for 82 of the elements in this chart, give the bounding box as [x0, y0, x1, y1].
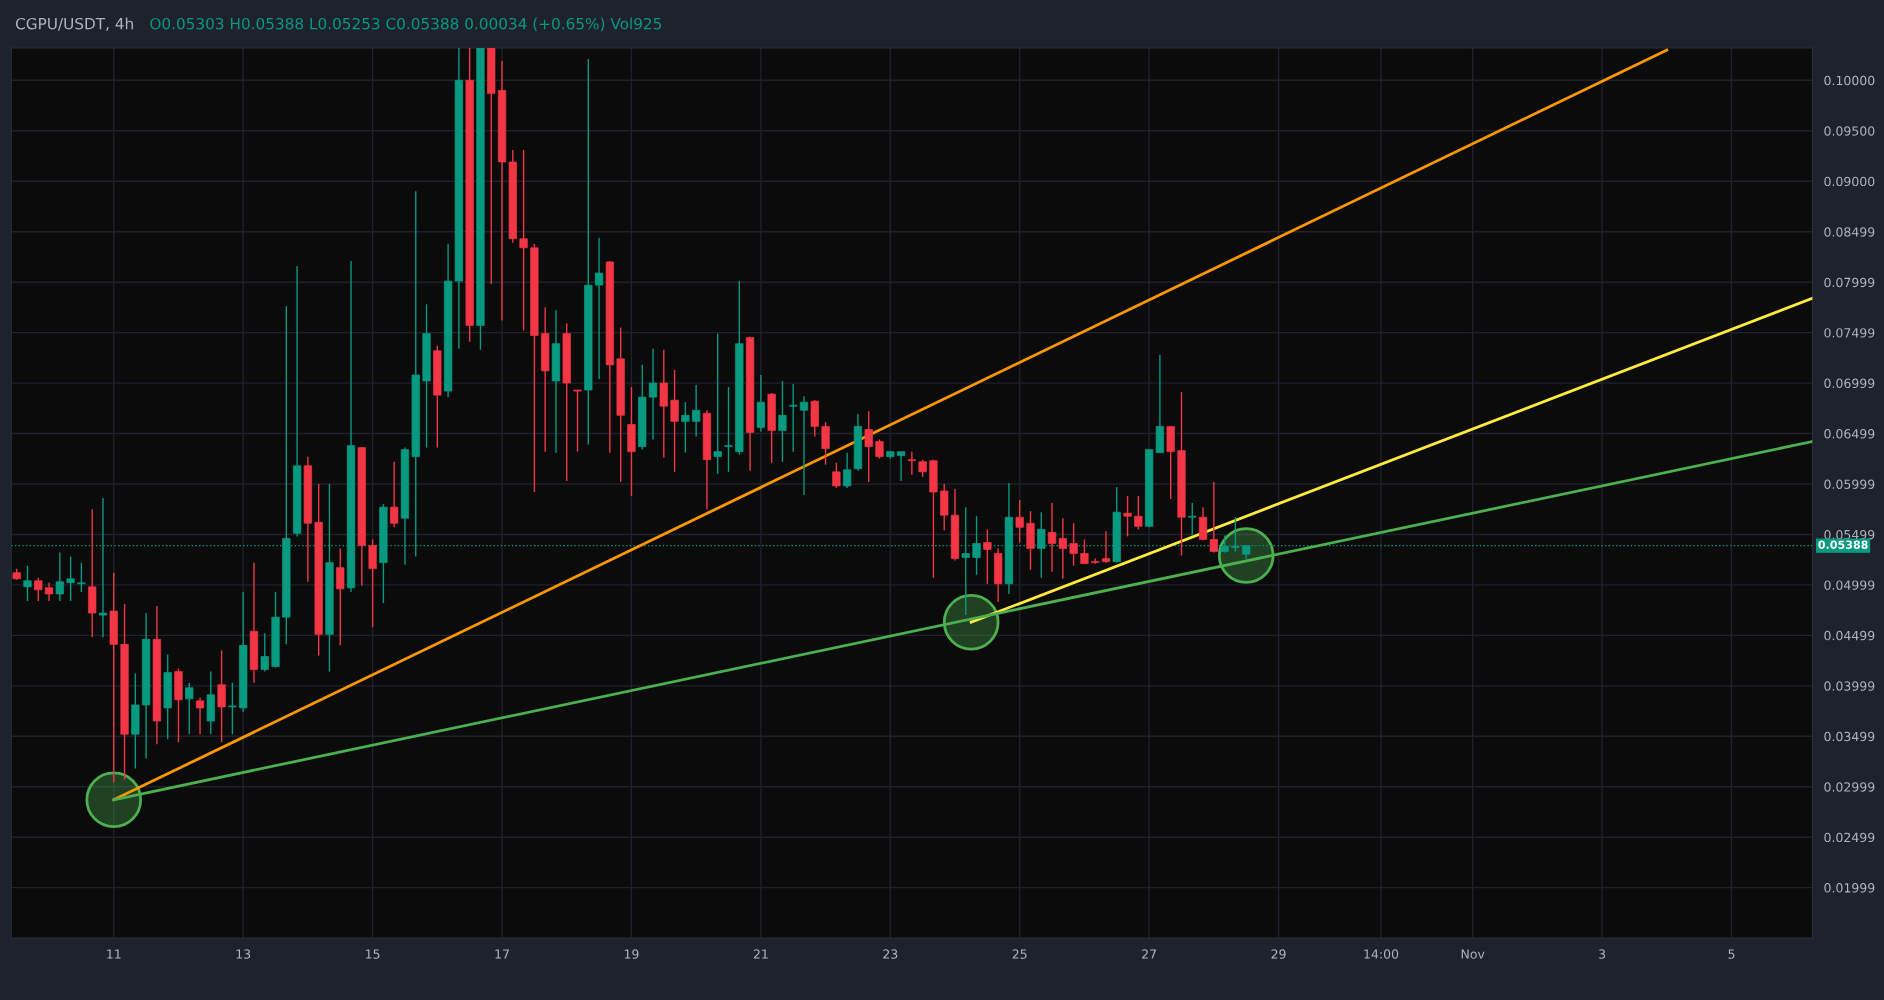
y-tick-label: 0.07999 — [1824, 277, 1875, 288]
candlestick — [23, 564, 32, 602]
y-tick-label: 0.05999 — [1824, 479, 1875, 489]
y-tick-label: 0.07499 — [1824, 328, 1875, 338]
candlestick — [648, 348, 658, 441]
x-tick-label: 11 — [107, 949, 121, 959]
candlestick — [77, 561, 86, 593]
candlestick — [1123, 495, 1132, 538]
candlestick — [1058, 517, 1067, 580]
candlestick — [519, 149, 528, 332]
text: O0.05303 H0.05388 L0.05253 C0.05388 0.00034 (+0.65%) Vol925 — [150, 17, 662, 32]
candlestick — [573, 389, 582, 453]
candlestick — [972, 515, 981, 576]
candlestick — [185, 682, 194, 735]
candlestick — [1047, 502, 1057, 573]
candlestick — [832, 462, 841, 489]
candlestick — [681, 401, 690, 454]
y-tick-label: 0.06999 — [1824, 378, 1875, 389]
candlestick — [907, 450, 916, 476]
candlestick — [659, 349, 668, 459]
y-tick-label: 0.04499 — [1824, 630, 1875, 641]
candlestick — [789, 383, 798, 453]
x-tick-label: 13 — [236, 949, 251, 959]
candlestick — [390, 461, 399, 529]
candlestick — [864, 410, 873, 483]
candlestick — [44, 582, 54, 602]
chart-title: CGPU/USDT, 4h — [15, 17, 133, 31]
ref-line-label: 0.05388 — [1818, 540, 1868, 549]
x-tick-label: Nov — [1461, 949, 1485, 959]
candlestick — [1198, 506, 1208, 542]
x-tick-label: 5 — [1728, 949, 1735, 959]
candlestick — [724, 386, 733, 473]
x-tick-label: 21 — [753, 949, 768, 959]
y-tick-label: 0.09000 — [1824, 176, 1875, 187]
candlestick — [55, 551, 64, 602]
candlestick — [961, 506, 970, 616]
candlestick — [368, 538, 377, 628]
y-tick-label: 0.01999 — [1824, 883, 1875, 893]
x-tick-label: 23 — [883, 949, 898, 959]
candlestick — [34, 577, 43, 602]
candlestick — [821, 421, 830, 466]
candlestick — [228, 682, 237, 735]
candlestick — [1188, 502, 1197, 537]
candlestick — [336, 547, 345, 647]
y-tick-label: 0.10000 — [1824, 75, 1875, 86]
candlestick — [594, 237, 604, 380]
candlestick — [983, 528, 992, 585]
y-tick-label: 0.05499 — [1824, 529, 1875, 540]
candlestick — [799, 395, 809, 496]
x-tick-label: 14:00 — [1364, 949, 1399, 959]
candlestick — [217, 649, 226, 743]
x-tick-label: 25 — [1012, 949, 1027, 959]
y-tick-label: 0.04999 — [1824, 580, 1875, 590]
x-tick-label: 27 — [1142, 949, 1157, 959]
candlestick — [1080, 538, 1089, 565]
x-tick-label: 19 — [624, 949, 639, 959]
candlestick — [896, 450, 906, 482]
candlestick — [843, 451, 852, 489]
candlestick — [713, 332, 722, 475]
y-tick-label: 0.08499 — [1824, 227, 1875, 237]
candlestick — [1101, 530, 1111, 564]
y-tick-label: 0.03999 — [1824, 681, 1875, 691]
y-tick-label: 0.02999 — [1824, 782, 1875, 792]
candlestick — [195, 697, 205, 735]
y-tick-label: 0.09500 — [1824, 126, 1875, 136]
x-tick-label: 17 — [495, 949, 509, 959]
candlestick — [875, 438, 884, 460]
x-tick-label: 3 — [1599, 949, 1606, 959]
y-tick-label: 0.06499 — [1824, 429, 1875, 439]
candlestick — [1069, 522, 1078, 567]
x-tick-label: 29 — [1271, 949, 1286, 959]
candlestick — [1134, 495, 1143, 531]
candlestick — [1015, 499, 1024, 544]
x-tick-label: 15 — [366, 949, 380, 959]
y-tick-label: 0.03499 — [1824, 731, 1875, 742]
candlestick — [66, 555, 75, 602]
candlestick — [1209, 481, 1218, 554]
candlestick — [778, 380, 787, 463]
y-tick-label: 0.02499 — [1824, 832, 1875, 843]
candlestick — [670, 369, 679, 473]
candlestick — [692, 384, 701, 438]
candlestick — [260, 632, 269, 673]
